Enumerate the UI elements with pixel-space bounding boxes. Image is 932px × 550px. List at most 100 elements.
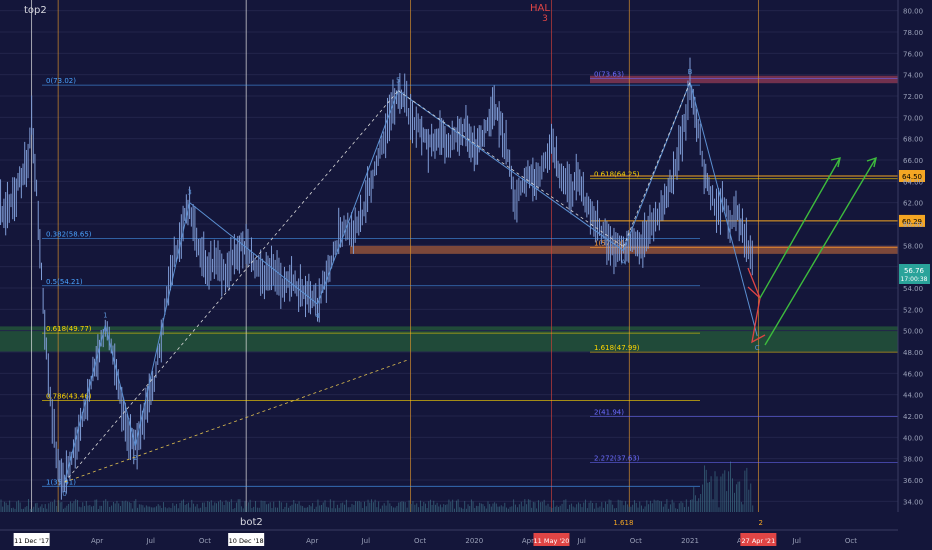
volume-bar [372, 502, 374, 512]
volume-bar [570, 503, 572, 512]
volume-bar [648, 504, 650, 512]
date-badge [533, 533, 570, 546]
volume-bar [416, 503, 418, 512]
volume-bar [549, 506, 551, 512]
volume-bar [714, 471, 716, 512]
volume-bar [739, 481, 741, 512]
y-tick-label: 44.00 [903, 392, 923, 400]
volume-bar [2, 506, 4, 512]
volume-bar [730, 461, 731, 512]
volume-bar [217, 501, 219, 512]
volume-bar [410, 503, 412, 512]
volume-bar [237, 499, 239, 512]
volume-bar [479, 502, 481, 512]
y-tick-label: 80.00 [903, 8, 923, 16]
volume-bar [255, 501, 256, 512]
volume-bar [242, 508, 244, 512]
volume-bar [740, 501, 742, 512]
volume-bar [353, 504, 355, 512]
dashed-channel [64, 359, 408, 483]
volume-bar [726, 491, 728, 512]
volume-bar [641, 505, 642, 512]
volume-bar [513, 499, 515, 512]
volume-bar [176, 503, 177, 512]
volume-bar [310, 506, 312, 512]
volume-bar [421, 506, 423, 512]
volume-bar [191, 499, 193, 512]
volume-bar [52, 502, 54, 512]
volume-bar [172, 503, 174, 512]
volume-bar [155, 506, 157, 512]
volume-bar [406, 507, 408, 512]
volume-bar [331, 508, 333, 512]
volume-bar [114, 503, 116, 512]
volume-bar [626, 504, 628, 512]
countdown: 17:00:38 [901, 276, 928, 283]
volume-bar [295, 503, 296, 512]
volume-bar [524, 499, 526, 512]
volume-bar [705, 469, 707, 512]
date-badge [740, 533, 777, 546]
volume-bar [639, 501, 641, 512]
volume-bar [685, 499, 687, 512]
volume-bar [507, 508, 509, 512]
volume-bar [48, 503, 50, 512]
volume-bar [39, 506, 41, 512]
volume-bar [707, 482, 709, 512]
fib-label: 0(73.02) [46, 77, 76, 85]
level-badge [899, 170, 925, 182]
volume-bar [728, 471, 730, 512]
volume-bar [338, 507, 340, 512]
volume-bar [9, 500, 11, 512]
volume-bar [59, 502, 61, 512]
volume-bar [709, 481, 710, 512]
volume-bar [414, 504, 416, 512]
volume-bar [269, 502, 271, 512]
volume-bar [750, 483, 752, 512]
volume-bar [342, 502, 344, 512]
volume-bar [383, 503, 385, 512]
volume-bar [249, 499, 251, 512]
volume-bar [63, 508, 64, 512]
volume-bar [305, 507, 307, 512]
volume-bar [662, 506, 664, 512]
green-arrowhead [830, 157, 841, 168]
volume-bar [680, 501, 682, 512]
volume-bar [398, 502, 400, 512]
x-tick-label: Jul [791, 537, 801, 545]
volume-bar [64, 507, 66, 512]
volume-bar [111, 505, 113, 512]
volume-bar [335, 508, 337, 512]
volume-bar [296, 503, 298, 512]
volume-bar [606, 504, 608, 512]
volume-bar [434, 504, 436, 512]
wave-label: 1 [103, 311, 107, 319]
volume-bar [408, 500, 410, 512]
volume-bar [157, 504, 159, 512]
volume-bar [91, 506, 93, 512]
volume-bar [184, 504, 186, 512]
volume-bar [246, 506, 248, 512]
volume-bar [744, 470, 746, 512]
level-label: 64.50 [902, 173, 922, 181]
x-tick-label: Apr [522, 537, 534, 545]
y-tick-label: 50.00 [903, 328, 923, 336]
volume-bar [73, 501, 75, 512]
volume-bar [78, 506, 80, 512]
volume-bar [266, 504, 268, 512]
volume-bar [378, 501, 380, 512]
volume-bar [38, 507, 40, 512]
volume-bar [499, 506, 501, 512]
volume-bar [33, 506, 35, 512]
level-badge [899, 214, 925, 227]
volume-bar [75, 499, 77, 512]
volume-bar [147, 506, 149, 512]
wave-label: 1.618 [613, 519, 633, 527]
volume-bar [137, 507, 139, 512]
volume-bar [693, 487, 695, 512]
y-tick-label: 76.00 [903, 50, 923, 58]
volume-bar [365, 506, 367, 512]
volume-bar [465, 508, 467, 512]
volume-bar [735, 484, 737, 512]
